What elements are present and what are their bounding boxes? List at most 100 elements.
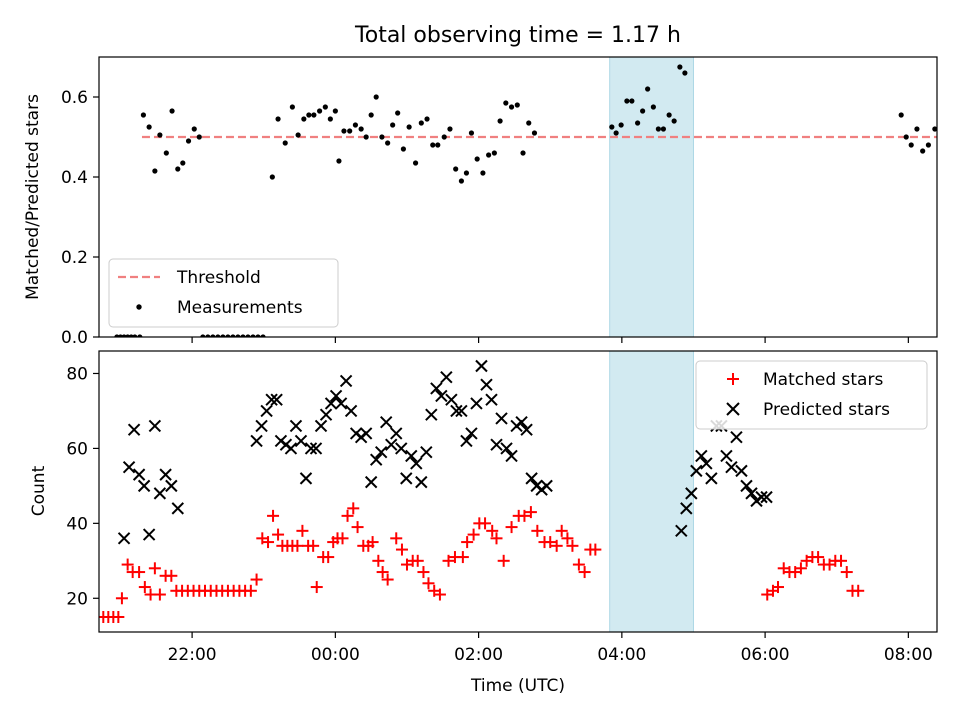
measurement-point	[225, 334, 231, 337]
matched-star-point	[812, 551, 825, 564]
matched-star-point	[544, 536, 557, 549]
matched-star-point	[589, 543, 602, 556]
matched-star-point	[566, 539, 579, 552]
predicted-star-point	[425, 408, 438, 421]
legend-predicted-label: Predicted stars	[763, 400, 890, 420]
predicted-star-point	[165, 479, 178, 493]
bottom-y-tick-label: 40	[66, 514, 88, 534]
measurement-point	[430, 142, 436, 148]
predicted-star-point	[390, 427, 403, 440]
predicted-star-point	[445, 393, 458, 406]
x-tick-label: 00:00	[311, 645, 360, 665]
top-panel: 0.0 0.2 0.4 0.6 Matched/Predicted stars Thr…	[23, 56, 938, 348]
matched-star-point	[341, 509, 354, 522]
measurement-point	[645, 86, 651, 92]
matched-star-point	[322, 551, 335, 564]
predicted-star-point	[250, 434, 263, 448]
matched-star-point	[555, 524, 568, 537]
predicted-star-point	[260, 404, 273, 418]
predicted-star-point	[435, 389, 448, 403]
legend-threshold-label: Threshold	[176, 268, 261, 288]
x-tick-label: 06:00	[741, 645, 790, 665]
measurement-point	[660, 126, 666, 132]
measurement-point	[363, 134, 369, 140]
matched-star-point	[250, 573, 263, 586]
measurement-point	[311, 112, 317, 118]
legend-matched-label: Matched stars	[763, 370, 883, 390]
measurement-point	[424, 116, 430, 122]
predicted-star-point	[127, 423, 141, 436]
predicted-star-point	[171, 502, 184, 515]
measurement-point	[400, 146, 407, 152]
measurement-point	[624, 98, 630, 104]
measurement-point	[163, 150, 169, 156]
measurement-point	[240, 334, 246, 337]
top-legend: Threshold Measurements	[108, 258, 339, 328]
matched-star-point	[115, 592, 128, 605]
matched-star-point	[550, 539, 563, 552]
matched-star-point	[390, 532, 403, 545]
predicted-star-point	[289, 419, 303, 433]
figure-title: Total observing time = 1.17 h	[354, 23, 681, 48]
bottom-y-ticks: 20 40 60 80	[66, 364, 99, 609]
predicted-star-point	[475, 359, 488, 373]
top-y-tick-label: 0.6	[61, 88, 88, 108]
measurement-point	[235, 334, 241, 337]
measurement-point	[609, 124, 615, 130]
predicted-star-point	[304, 442, 318, 455]
predicted-star-point	[460, 434, 473, 448]
top-legend-box	[108, 258, 339, 328]
predicted-star-point	[675, 524, 688, 538]
measurement-point	[220, 334, 226, 337]
bottom-y-tick-label: 60	[66, 439, 88, 459]
measurement-point	[347, 128, 353, 134]
predicted-star-point	[745, 487, 758, 500]
matched-star-point	[296, 524, 309, 537]
matched-star-point	[336, 532, 349, 545]
measurement-point	[250, 334, 256, 337]
measurement-point	[908, 142, 914, 148]
measurement-point	[925, 142, 932, 148]
measurement-point	[255, 334, 261, 337]
measurement-point	[458, 178, 465, 184]
bottom-plot-frame	[98, 350, 938, 633]
measurement-point	[275, 116, 281, 122]
predicted-star-point	[480, 378, 493, 391]
measurement-point	[327, 116, 333, 122]
predicted-star-point	[520, 423, 533, 436]
predicted-star-point	[405, 449, 418, 463]
bottom-y-tick-label: 80	[66, 364, 88, 384]
matched-star-point	[165, 569, 178, 582]
predicted-star-point	[505, 449, 518, 463]
measurement-point	[650, 104, 656, 110]
predicted-star-point	[117, 532, 131, 545]
predicted-star-point	[265, 393, 278, 406]
measurement-point	[373, 94, 379, 100]
legend-predicted-swatch	[726, 402, 740, 416]
measurement-point	[463, 170, 470, 176]
predicted-star-point	[720, 449, 733, 463]
predicted-star-point	[455, 404, 468, 418]
matched-star-point	[578, 566, 591, 579]
measurement-point	[474, 156, 480, 162]
measurement-point	[920, 148, 926, 154]
matched-star-point	[138, 581, 151, 594]
measurement-point	[215, 334, 221, 337]
predicted-star-point	[344, 404, 358, 418]
predicted-star-point	[730, 430, 743, 444]
measurement-point	[152, 168, 158, 174]
top-marks	[114, 64, 937, 337]
matched-star-point	[561, 532, 574, 545]
measurement-point	[932, 126, 937, 132]
predicted-star-point	[495, 412, 508, 425]
predicted-star-point	[700, 457, 713, 470]
matched-star-point	[351, 521, 364, 534]
measurement-point	[497, 118, 503, 124]
measurement-point	[368, 112, 374, 118]
matched-star-point	[112, 611, 125, 624]
measurement-point	[295, 132, 301, 138]
matched-star-point	[121, 558, 134, 571]
matched-star-point	[99, 616, 100, 619]
predicted-star-point	[132, 468, 146, 481]
predicted-star-point	[415, 475, 428, 489]
